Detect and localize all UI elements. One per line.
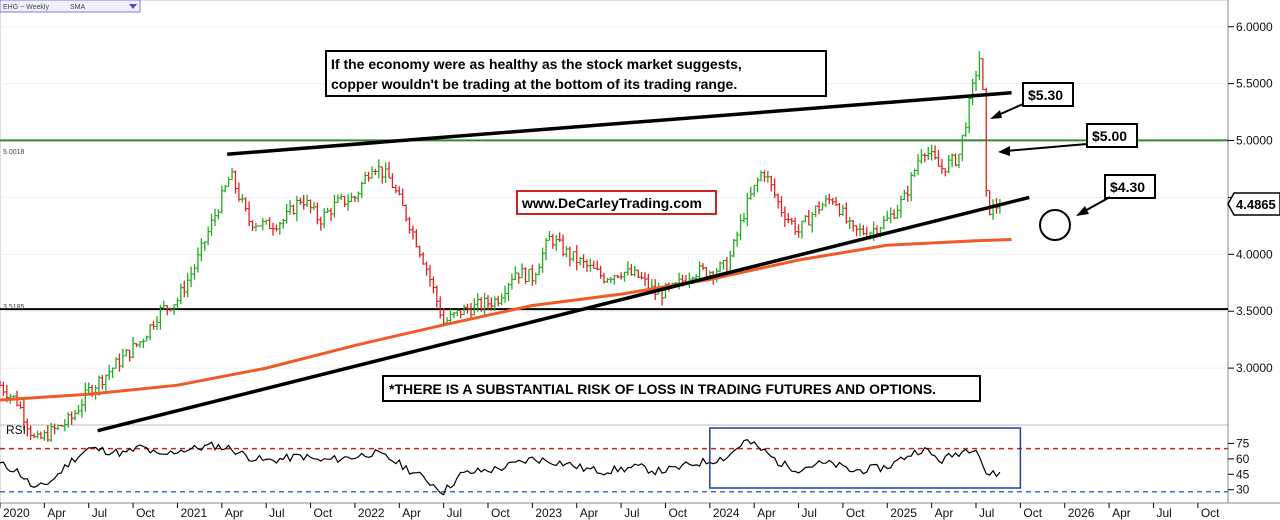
rsi-tick-label: 30 xyxy=(1236,483,1250,497)
y-tick-label: 5.0000 xyxy=(1236,134,1273,148)
rsi-line xyxy=(0,439,1001,496)
x-tick-label: 2026 xyxy=(1068,506,1095,520)
callout-530: $5.30 xyxy=(990,82,1074,119)
x-tick-label: Oct xyxy=(1201,506,1220,520)
disclaimer-box: *THERE IS A SUBSTANTIAL RISK OF LOSS IN … xyxy=(382,375,981,402)
x-tick-label: Apr xyxy=(225,506,244,520)
rsi-label: RSI xyxy=(6,423,26,437)
rsi-tick-label: 75 xyxy=(1236,436,1250,450)
x-tick-label: Oct xyxy=(846,506,865,520)
x-tick-label: 2024 xyxy=(713,506,740,520)
price-bars xyxy=(0,51,1002,442)
x-tick-label: Oct xyxy=(136,506,155,520)
x-tick-label: 2023 xyxy=(535,506,562,520)
x-tick-label: Apr xyxy=(1112,506,1131,520)
svg-text:4.4865: 4.4865 xyxy=(1236,197,1276,212)
x-tick-label: Jul xyxy=(269,506,284,520)
level-layer xyxy=(0,139,1228,311)
y-axis: 6.00005.50005.00004.50004.00003.50003.00… xyxy=(1228,20,1273,497)
support-trendline xyxy=(97,195,1030,433)
svg-text:$4.30: $4.30 xyxy=(1110,179,1145,195)
website-box[interactable]: www.DeCarleyTrading.com xyxy=(516,190,717,215)
callout-430: $4.30 xyxy=(1076,174,1156,216)
rsi-tick-label: 45 xyxy=(1236,467,1250,481)
sma-layer xyxy=(0,238,1012,402)
svg-text:$5.00: $5.00 xyxy=(1092,128,1127,144)
x-tick-label: Apr xyxy=(580,506,599,520)
arrow-icon xyxy=(998,146,1010,156)
x-tick-label: 2020 xyxy=(3,506,30,520)
x-tick-label: Jul xyxy=(624,506,639,520)
x-tick-label: Jul xyxy=(92,506,107,520)
x-tick-label: 2022 xyxy=(358,506,385,520)
x-tick-label: Jul xyxy=(447,506,462,520)
disclaimer-text: *THERE IS A SUBSTANTIAL RISK OF LOSS IN … xyxy=(389,381,936,397)
symbol-label: EHG ~ Weekly xyxy=(3,4,49,11)
x-tick-label: Oct xyxy=(491,506,510,520)
level-350-label: 3.5185 xyxy=(3,304,25,311)
y-tick-label: 3.5000 xyxy=(1236,304,1273,318)
callout-500: $5.00 xyxy=(998,123,1138,156)
y-tick-label: 5.5000 xyxy=(1236,77,1273,91)
y-tick-label: 6.0000 xyxy=(1236,20,1273,34)
x-tick-label: Jul xyxy=(979,506,994,520)
rsi-tick-label: 60 xyxy=(1236,452,1250,466)
trendline-layer xyxy=(97,91,1030,433)
x-tick-label: Oct xyxy=(1023,506,1042,520)
rsi-layer xyxy=(0,427,1228,496)
y-tick-label: 3.0000 xyxy=(1236,361,1273,375)
headline-line1: If the economy were as healthy as the st… xyxy=(331,56,742,72)
headline-box: If the economy were as healthy as the st… xyxy=(325,50,827,97)
x-tick-label: 2025 xyxy=(890,506,917,520)
rsi-highlight-box xyxy=(709,427,1022,489)
x-tick-label: Apr xyxy=(47,506,66,520)
level-500-label: 5.0018 xyxy=(3,149,25,156)
x-tick-label: Jul xyxy=(802,506,817,520)
x-tick-label: Jul xyxy=(1156,506,1171,520)
x-tick-label: Apr xyxy=(757,506,776,520)
x-tick-label: Apr xyxy=(935,506,954,520)
x-tick-label: Apr xyxy=(402,506,421,520)
headline-line2: copper wouldn't be trading at the bottom… xyxy=(331,76,737,92)
svg-text:$5.30: $5.30 xyxy=(1028,87,1063,103)
chevron-down-icon[interactable] xyxy=(129,4,137,9)
x-tick-label: Oct xyxy=(668,506,687,520)
support-circle xyxy=(1039,209,1071,241)
arrow-icon xyxy=(990,110,1002,119)
resistance-trendline xyxy=(227,91,1012,156)
symbol-selector[interactable]: EHG ~ Weekly SMA xyxy=(0,0,141,13)
y-tick-label: 4.0000 xyxy=(1236,247,1273,261)
x-tick-label: 2021 xyxy=(180,506,207,520)
arrow-icon xyxy=(1076,206,1089,216)
x-tick-label: Oct xyxy=(314,506,333,520)
website-link[interactable]: www.DeCarleyTrading.com xyxy=(521,195,702,211)
last-price-tag: 4.4865 xyxy=(1227,192,1280,216)
x-axis: 2020 Apr Jul Oct 2021 Apr Jul Oct 2022 Apr Jul Oct 2… xyxy=(0,503,1220,520)
study-label: SMA xyxy=(70,4,86,11)
sma-line xyxy=(0,238,1012,402)
rsi-pane xyxy=(0,424,1229,504)
